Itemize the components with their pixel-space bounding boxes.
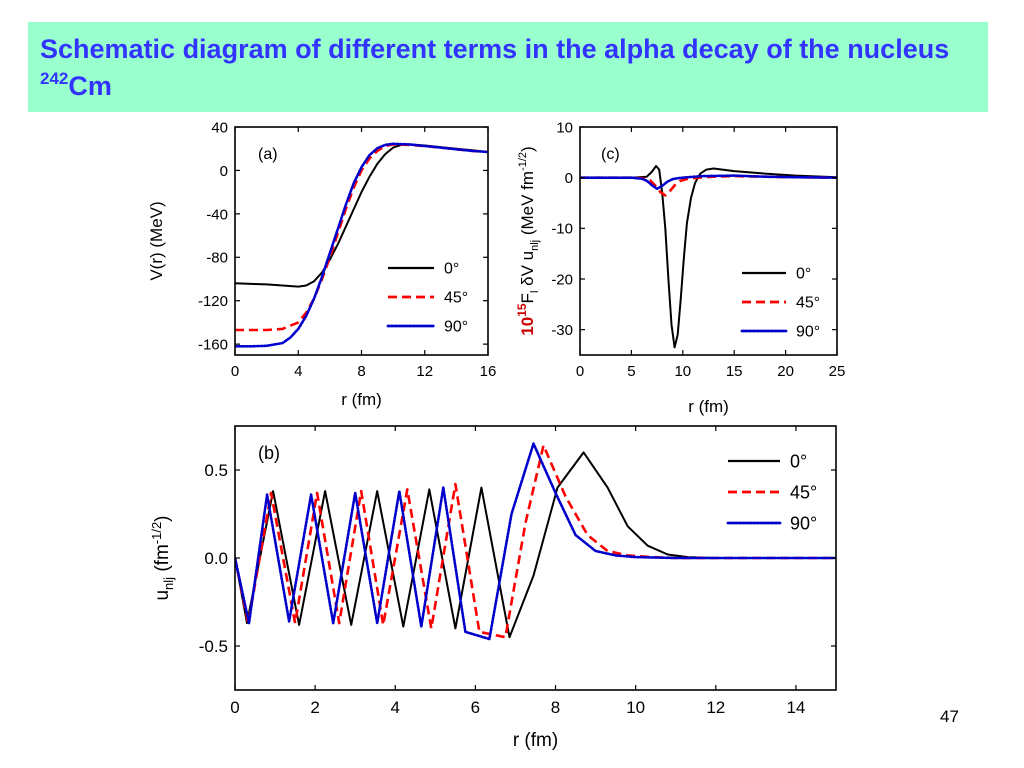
legend-label: 90° xyxy=(444,319,468,336)
x-tick-label: 6 xyxy=(471,698,480,717)
slide-title: Schematic diagram of different terms in … xyxy=(40,31,970,105)
x-tick-label: 25 xyxy=(829,363,846,380)
x-axis-label: r (fm) xyxy=(341,390,382,409)
legend-label: 0° xyxy=(444,261,459,278)
legend-label: 0° xyxy=(790,451,807,471)
series-line-0deg xyxy=(580,165,837,349)
x-tick-label: 0 xyxy=(231,363,239,380)
y-tick-label: -30 xyxy=(551,322,573,339)
x-tick-label: 8 xyxy=(551,698,560,717)
slide-title-main: Schematic diagram of different terms in … xyxy=(40,34,950,64)
x-tick-label: 2 xyxy=(310,698,319,717)
legend-label: 90° xyxy=(796,324,820,341)
y-tick-label: -20 xyxy=(551,271,573,288)
isotope-mass-number: 242 xyxy=(40,69,69,88)
chart-panel-b: 0 2 4 6 8 10 12 14 0.5 0.0 -0.5 r (fm) unlj (fm-1/2)… xyxy=(149,425,837,751)
x-tick-label: 5 xyxy=(627,363,635,380)
panel-label: (b) xyxy=(258,443,280,463)
legend-label: 90° xyxy=(790,513,817,533)
series-line-90deg xyxy=(235,142,488,348)
x-tick-label: 20 xyxy=(777,363,794,380)
x-tick-label: 4 xyxy=(294,363,302,380)
y-tick-label: 40 xyxy=(211,119,228,136)
x-tick-label: 10 xyxy=(626,698,645,717)
x-tick-label: 14 xyxy=(786,698,805,717)
panel-label: (a) xyxy=(258,146,278,163)
y-tick-label: -40 xyxy=(206,206,228,223)
y-tick-label: -0.5 xyxy=(199,637,228,656)
isotope-symbol: Cm xyxy=(68,71,112,101)
x-tick-label: 4 xyxy=(391,698,400,717)
chart-panel-a: 0 4 8 12 16 40 0 -40 -80 -120 -160 r (fm) V(r) (MeV)… xyxy=(147,119,496,409)
y-tick-label: -10 xyxy=(551,221,573,238)
legend-label: 45° xyxy=(444,290,468,307)
y-tick-label: 10 xyxy=(556,119,573,136)
series-line-90deg xyxy=(580,174,837,191)
x-tick-label: 0 xyxy=(576,363,584,380)
x-axis-label: r (fm) xyxy=(688,397,729,416)
legend-label: 45° xyxy=(790,482,817,502)
chart-panel-c: 0 5 10 15 20 25 10 0 -10 -20 -30 r (fm) 1015Fl δV un… xyxy=(515,119,845,416)
x-tick-label: 12 xyxy=(416,363,433,380)
plot-frame xyxy=(579,126,838,356)
title-banner: Schematic diagram of different terms in … xyxy=(28,22,988,112)
x-tick-label: 16 xyxy=(480,363,497,380)
y-tick-label: 0.5 xyxy=(204,461,228,480)
x-tick-label: 8 xyxy=(357,363,365,380)
y-axis-label: unlj (fm-1/2) xyxy=(149,515,176,600)
y-tick-label: -120 xyxy=(198,293,228,310)
y-tick-label: -80 xyxy=(206,250,228,267)
y-tick-label: 0 xyxy=(220,163,228,180)
series-line-90deg xyxy=(235,442,836,641)
y-tick-label: 0 xyxy=(565,170,573,187)
x-tick-label: 15 xyxy=(726,363,743,380)
y-axis-label: 1015Fl δV unlj (MeV fm-1/2) xyxy=(515,146,541,335)
y-tick-label: -160 xyxy=(198,337,228,354)
legend-label: 0° xyxy=(796,266,811,283)
series-line-45deg xyxy=(235,444,836,639)
x-tick-label: 10 xyxy=(674,363,691,380)
legend-label: 45° xyxy=(796,295,820,312)
page-number: 47 xyxy=(940,707,959,726)
x-tick-label: 12 xyxy=(706,698,725,717)
y-axis-label: V(r) (MeV) xyxy=(147,201,166,280)
x-tick-label: 0 xyxy=(230,698,239,717)
y-tick-label: 0.0 xyxy=(204,549,228,568)
x-axis-label: r (fm) xyxy=(513,730,558,751)
series-line-45deg xyxy=(580,174,837,197)
panel-label: (c) xyxy=(601,146,620,163)
